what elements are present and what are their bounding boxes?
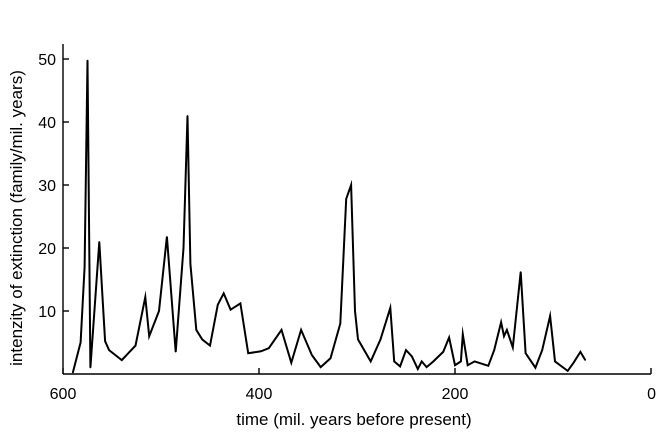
data-point-41 bbox=[370, 360, 372, 362]
data-point-29 bbox=[268, 347, 270, 349]
data-point-64 bbox=[512, 346, 514, 349]
data-point-15 bbox=[166, 236, 168, 238]
data-point-69 bbox=[549, 315, 551, 317]
data-point-59 bbox=[487, 365, 489, 367]
data-point-1 bbox=[80, 341, 82, 344]
data-point-66 bbox=[525, 352, 527, 354]
y-tick-label-20: 20 bbox=[38, 241, 56, 258]
data-point-35 bbox=[329, 357, 332, 359]
data-point-23 bbox=[217, 304, 219, 306]
data-point-24 bbox=[223, 292, 225, 294]
x-tick-label-400: 400 bbox=[246, 386, 273, 403]
data-point-0 bbox=[72, 372, 74, 374]
data-point-43 bbox=[389, 307, 391, 309]
data-point-31 bbox=[290, 362, 292, 364]
data-point-4 bbox=[89, 367, 91, 369]
data-point-74 bbox=[584, 359, 586, 361]
data-point-44 bbox=[393, 360, 395, 362]
y-tick-label-40: 40 bbox=[38, 115, 56, 132]
data-point-34 bbox=[320, 366, 322, 368]
data-point-11 bbox=[134, 345, 137, 347]
ticks: 10 20 30 40 50 600 400 200 0 bbox=[38, 52, 656, 403]
data-point-63 bbox=[506, 329, 508, 331]
data-point-5 bbox=[94, 297, 96, 299]
data-point-50 bbox=[426, 366, 428, 368]
data-point-48 bbox=[417, 368, 419, 370]
data-point-73 bbox=[579, 351, 582, 353]
data-point-53 bbox=[448, 336, 450, 339]
data-point-47 bbox=[411, 355, 413, 357]
data-point-8 bbox=[104, 340, 106, 342]
data-point-30 bbox=[280, 329, 283, 331]
data-point-7 bbox=[101, 291, 103, 293]
data-point-42 bbox=[379, 338, 382, 340]
data-point-10 bbox=[121, 359, 123, 361]
data-point-62 bbox=[503, 335, 505, 337]
series-line-0 bbox=[71, 60, 587, 373]
series-layer bbox=[71, 59, 587, 374]
data-point-68 bbox=[541, 349, 543, 351]
data-point-55 bbox=[460, 360, 462, 362]
data-point-54 bbox=[454, 364, 456, 366]
data-point-58 bbox=[474, 360, 476, 362]
x-tick-label-200: 200 bbox=[442, 386, 469, 403]
data-point-17 bbox=[182, 247, 185, 249]
data-point-56 bbox=[462, 333, 464, 335]
data-point-65 bbox=[520, 271, 522, 273]
data-point-19 bbox=[189, 263, 191, 265]
y-axis-title: intenzity of extinction (family/mil. yea… bbox=[7, 70, 26, 366]
data-point-13 bbox=[148, 335, 150, 337]
data-point-71 bbox=[567, 370, 569, 372]
x-tick-label-600: 600 bbox=[50, 386, 77, 403]
data-point-32 bbox=[300, 329, 302, 331]
data-point-22 bbox=[209, 345, 211, 347]
data-point-27 bbox=[247, 352, 249, 354]
data-point-67 bbox=[534, 367, 537, 369]
data-point-51 bbox=[432, 360, 434, 362]
data-point-52 bbox=[442, 351, 444, 353]
data-point-49 bbox=[421, 360, 423, 362]
data-point-57 bbox=[467, 364, 469, 366]
data-point-3 bbox=[86, 59, 89, 61]
data-point-37 bbox=[345, 198, 347, 200]
y-tick-label-50: 50 bbox=[38, 52, 56, 69]
data-point-6 bbox=[98, 241, 100, 243]
x-axis-title: time (mil. years before present) bbox=[236, 410, 471, 429]
data-point-38 bbox=[350, 184, 352, 186]
data-point-60 bbox=[493, 349, 495, 351]
axes bbox=[62, 44, 651, 375]
data-point-39 bbox=[354, 310, 356, 312]
y-tick-label-30: 30 bbox=[38, 178, 56, 195]
data-point-26 bbox=[239, 302, 241, 304]
data-point-61 bbox=[500, 321, 502, 323]
data-point-46 bbox=[405, 349, 407, 351]
data-point-72 bbox=[573, 362, 575, 364]
data-point-25 bbox=[230, 309, 232, 311]
data-point-20 bbox=[195, 329, 197, 331]
data-point-9 bbox=[108, 349, 110, 351]
data-point-21 bbox=[201, 338, 203, 340]
data-point-16 bbox=[175, 351, 177, 353]
data-point-45 bbox=[399, 365, 401, 367]
y-tick-label-10: 10 bbox=[38, 304, 56, 321]
data-point-14 bbox=[158, 310, 160, 312]
data-point-70 bbox=[554, 360, 556, 362]
x-tick-label-0: 0 bbox=[647, 386, 656, 403]
data-point-18 bbox=[186, 115, 189, 117]
data-point-36 bbox=[339, 323, 341, 325]
data-point-40 bbox=[357, 338, 359, 340]
data-point-28 bbox=[260, 350, 262, 352]
data-point-12 bbox=[144, 296, 146, 298]
data-point-2 bbox=[84, 266, 86, 268]
data-point-33 bbox=[311, 354, 313, 356]
